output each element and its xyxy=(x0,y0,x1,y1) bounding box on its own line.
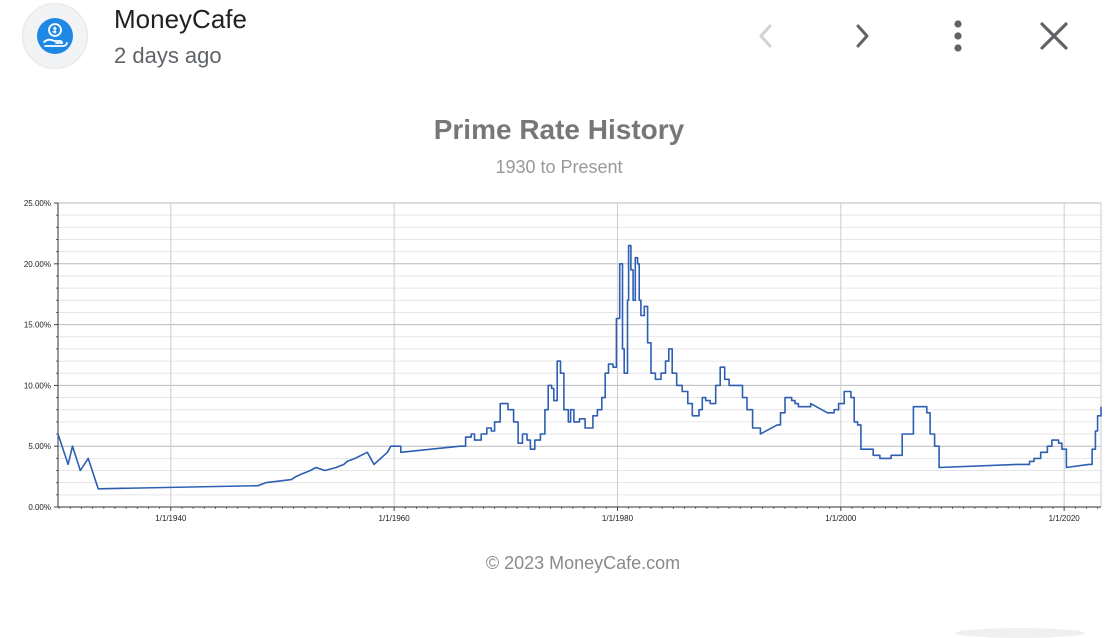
prime-rate-chart: 0.00% 5.00% 10.00% 15.00% 20.00% 25.00% 1/1/19… xyxy=(24,199,1102,523)
x-tick-label: 1/1/1980 xyxy=(602,514,634,523)
x-tick-label: 1/1/1940 xyxy=(155,514,187,523)
chevron-right-icon xyxy=(856,24,869,48)
copyright-footer: © 2023 MoneyCafe.com xyxy=(485,553,681,573)
x-tick-label: 1/1/2000 xyxy=(825,514,857,523)
bottom-edge-shadow xyxy=(955,628,1085,638)
source-name[interactable]: MoneyCafe xyxy=(114,4,247,34)
x-tick-label: 1/1/1960 xyxy=(379,514,411,523)
y-tick-label: 0.00% xyxy=(28,503,51,512)
chart-grid xyxy=(58,202,1102,508)
chevron-left-icon xyxy=(759,24,772,48)
chart-tick-labels: 0.00% 5.00% 10.00% 15.00% 20.00% 25.00% 1/1/19… xyxy=(24,199,1080,523)
y-tick-label: 20.00% xyxy=(24,260,51,269)
more-vert-icon xyxy=(954,20,962,52)
more-options-button[interactable] xyxy=(936,14,980,58)
chart-title: Prime Rate History xyxy=(433,114,685,145)
chart-subtitle: 1930 to Present xyxy=(495,157,623,177)
close-button[interactable] xyxy=(1032,14,1076,58)
prime-rate-line xyxy=(57,244,1102,490)
y-tick-label: 25.00% xyxy=(24,199,51,208)
previous-button[interactable] xyxy=(744,14,788,58)
post-timestamp: 2 days ago xyxy=(114,43,222,68)
hand-dollar-icon xyxy=(37,18,73,54)
chart-axes xyxy=(54,202,1101,511)
next-button[interactable] xyxy=(840,14,884,58)
y-tick-label: 10.00% xyxy=(24,381,51,390)
x-tick-label: 1/1/2020 xyxy=(1049,514,1081,523)
source-avatar[interactable] xyxy=(22,3,88,69)
y-tick-label: 5.00% xyxy=(28,442,51,451)
chart-series xyxy=(57,244,1102,490)
close-icon xyxy=(1040,22,1068,50)
card-header: MoneyCafe 2 days ago xyxy=(0,0,1112,80)
y-tick-label: 15.00% xyxy=(24,321,51,330)
